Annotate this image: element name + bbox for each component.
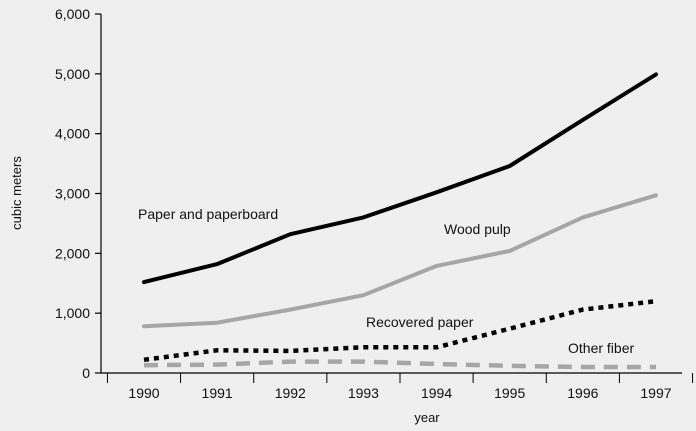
series-label: Wood pulp [444, 221, 511, 237]
y-tick-label: 0 [82, 365, 90, 381]
y-axis-title: cubic meters [9, 156, 24, 230]
x-axis-title: year [414, 410, 440, 425]
y-ticks: 0 1,000 2,000 3,000 4,000 5,000 6,000 [55, 6, 101, 381]
series-line-wood-pulp [142, 193, 658, 329]
y-tick-label: 5,000 [55, 66, 90, 82]
x-tick-label: 1994 [421, 385, 452, 401]
y-tick-label: 4,000 [55, 126, 90, 142]
y-tick-label: 1,000 [55, 305, 90, 321]
x-ticks: 1990 1991 1992 1993 1994 1995 1996 1997 [106, 373, 694, 401]
series-label: Recovered paper [366, 314, 474, 330]
y-tick-label: 6,000 [55, 6, 90, 22]
series-line-paper-and-paperboard [142, 72, 658, 285]
series-line-other-fiber [143, 359, 656, 370]
x-tick-label: 1997 [640, 385, 671, 401]
series-label: Other fiber [568, 340, 634, 356]
series-line-recovered-paper [143, 298, 657, 363]
x-tick-label: 1996 [567, 385, 598, 401]
series-group [142, 72, 658, 370]
x-tick-label: 1992 [275, 385, 306, 401]
series-labels: Paper and paperboard Wood pulp Recovered p… [138, 206, 634, 356]
x-tick-label: 1991 [202, 385, 233, 401]
series-label: Paper and paperboard [138, 206, 278, 222]
y-tick-label: 3,000 [55, 186, 90, 202]
x-tick-label: 1995 [494, 385, 525, 401]
y-tick-label: 2,000 [55, 245, 90, 261]
x-tick-label: 1990 [128, 385, 159, 401]
x-tick-label: 1993 [348, 385, 379, 401]
